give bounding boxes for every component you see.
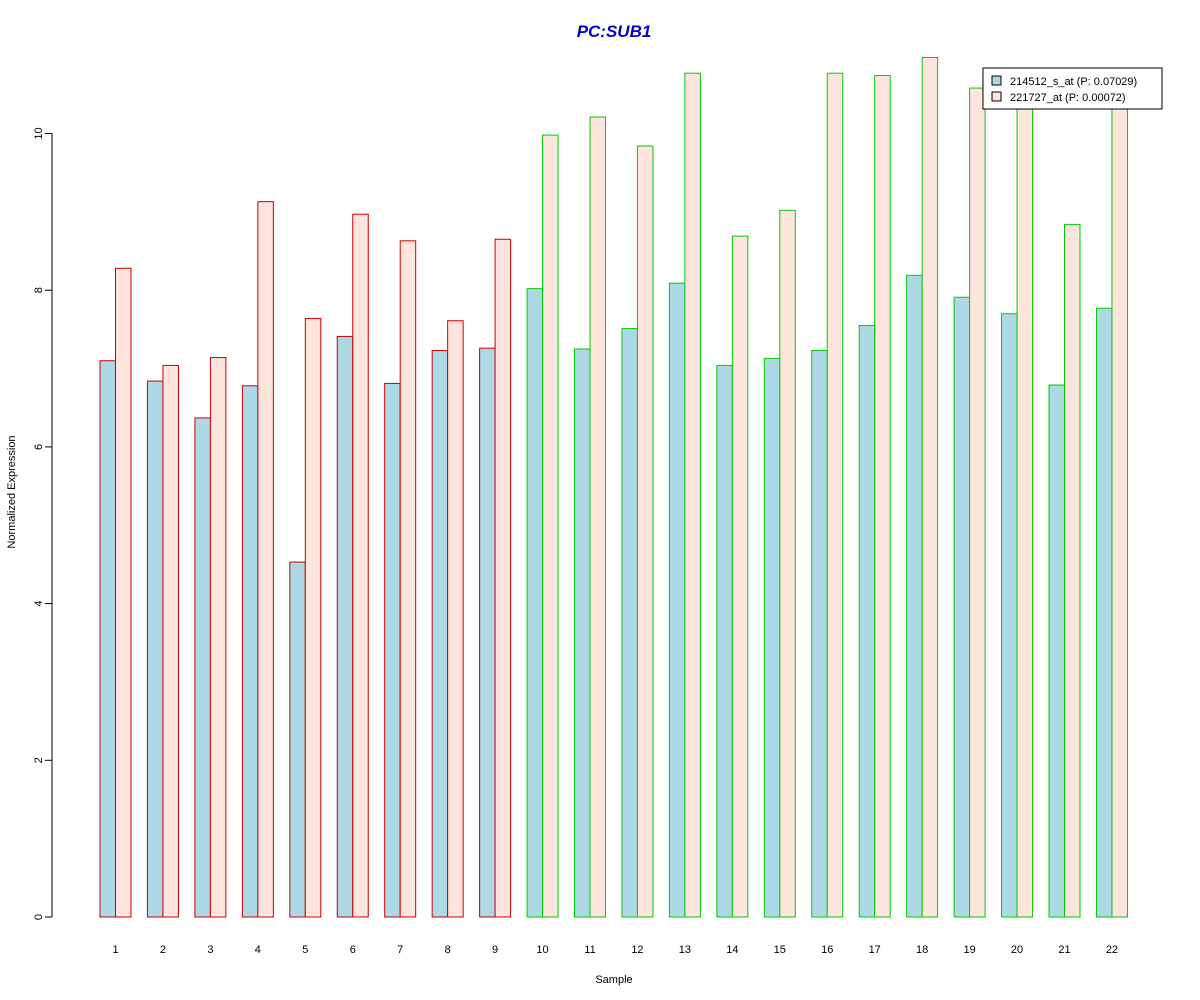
legend-swatch [991,75,1002,86]
bar-21-series-2 [1064,223,1081,918]
x-tick-label: 6 [350,944,356,956]
bar-22-series-2 [1111,96,1128,918]
y-tick-label: 2 [33,757,45,763]
bar-8-series-2 [447,320,464,918]
bar-22-series-1 [1095,307,1113,918]
bar-19-series-1 [953,296,971,918]
y-tick-label: 10 [33,127,45,139]
chart-title: PC:SUB1 [577,22,652,41]
bars-group [99,57,1128,918]
bar-3-series-1 [194,417,211,918]
x-axis-label: Sample [595,974,632,986]
x-tick-label: 11 [584,944,595,956]
bar-10-series-1 [526,288,544,918]
x-tick-label: 1 [112,944,118,956]
bar-10-series-2 [542,134,559,918]
bar-6-series-1 [336,335,354,918]
bar-7-series-1 [384,382,401,918]
bar-12-series-1 [621,328,638,918]
bar-18-series-1 [906,274,923,918]
bar-9-series-2 [494,238,512,918]
x-tick-label: 5 [302,944,308,956]
bar-8-series-1 [431,350,449,918]
bar-14-series-1 [716,364,733,918]
bar-12-series-2 [636,145,654,918]
bar-20-series-1 [1001,313,1018,918]
y-tick-label: 6 [33,444,45,450]
bar-15-series-2 [779,209,796,918]
y-tick-label: 0 [33,914,45,920]
x-tick-label: 19 [963,944,975,956]
x-tick-label: 12 [631,944,643,956]
legend-label: 214512_s_at (P: 0.07029) [1010,76,1137,88]
y-axis-label: Normalized Expression [6,435,18,548]
x-tick-label: 22 [1106,944,1118,956]
x-tick-label: 8 [445,944,451,956]
bar-13-series-1 [668,282,686,918]
bar-14-series-2 [731,235,749,918]
bar-1-series-1 [99,360,116,918]
x-tick-label: 13 [679,944,691,956]
bar-19-series-2 [969,87,986,918]
x-tick-label: 9 [492,944,498,956]
x-tick-label: 16 [821,944,833,956]
x-tick-label: 2 [160,944,166,956]
x-tick-label: 15 [774,944,786,956]
legend-swatch [991,91,1002,102]
y-axis: 0 2 4 6 8 10 [33,127,53,920]
bar-6-series-2 [352,213,369,918]
legend-label: 221727_at (P: 0.00072) [1010,92,1126,104]
bar-7-series-2 [399,240,417,918]
x-tick-label: 20 [1011,944,1023,956]
x-tick-label: 10 [536,944,548,956]
bar-11-series-1 [574,348,591,918]
legend-box [982,67,1163,110]
bar-11-series-2 [589,116,606,918]
bar-18-series-2 [921,57,939,918]
x-tick-label: 4 [255,944,261,956]
x-tick-label: 21 [1058,944,1070,956]
bar-16-series-1 [811,350,828,918]
legend: 214512_s_at (P: 0.07029) 221727_at (P: 0.… [982,67,1163,110]
bar-21-series-1 [1048,384,1065,918]
x-tick-label: 7 [397,944,403,956]
bar-4-series-1 [241,385,259,918]
bar-5-series-1 [289,561,306,918]
bar-17-series-1 [858,324,876,918]
y-tick-label: 4 [33,601,45,607]
x-tick-label: 14 [726,944,738,956]
bar-20-series-2 [1016,95,1034,918]
bar-4-series-2 [257,201,274,918]
x-tick-labels: 1 2 3 4 5 6 7 8 9 10 11 12 13 14 15 16 17 18 19 20 21 22 [112,944,1118,956]
bar-15-series-1 [763,357,781,918]
bar-16-series-2 [826,72,844,918]
bar-1-series-2 [115,267,132,918]
bar-17-series-2 [874,75,891,918]
bar-9-series-1 [479,347,496,918]
bar-5-series-2 [304,317,322,918]
bar-2-series-1 [146,380,164,918]
x-tick-label: 18 [916,944,928,956]
bar-3-series-2 [209,357,227,918]
bar-2-series-2 [162,364,179,918]
y-tick-label: 8 [33,287,45,293]
bar-13-series-2 [684,72,701,918]
x-tick-label: 17 [869,944,881,956]
x-tick-label: 3 [207,944,213,956]
